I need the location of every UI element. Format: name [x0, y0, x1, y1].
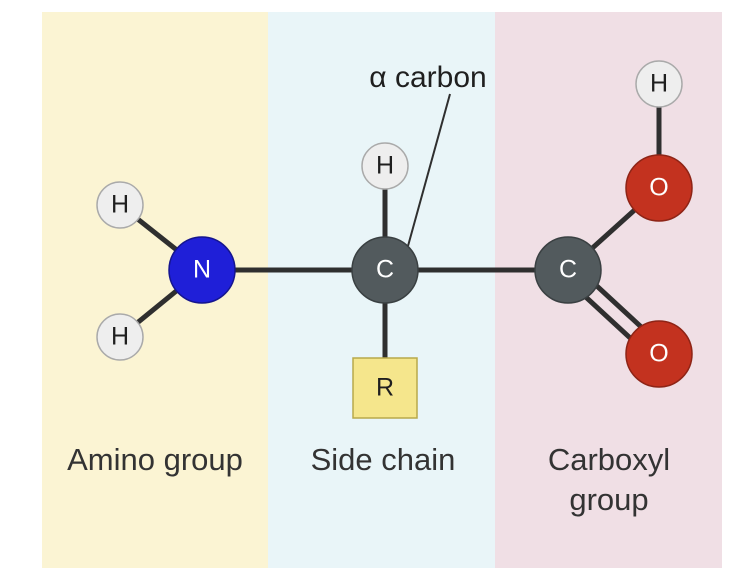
nitrogen-atom: N — [168, 236, 236, 304]
amino-group-region — [42, 12, 268, 568]
carboxyl-group-label-line-1: Carboxyl — [548, 442, 670, 477]
alpha-h-label: H — [376, 152, 394, 180]
hydroxyl-oxygen-label: O — [649, 174, 668, 202]
carboxyl-group-label-line-2: group — [569, 482, 648, 517]
alpha-carbon-atom: C — [351, 236, 419, 304]
r-group-box: R — [352, 357, 418, 419]
alpha-h-atom: H — [361, 142, 409, 190]
nitrogen-label: N — [193, 256, 211, 284]
r-group-label: R — [376, 374, 394, 402]
alpha-carbon-callout-line — [407, 93, 451, 247]
hydroxyl-h-label: H — [650, 70, 668, 98]
carboxyl-carbon-atom: C — [534, 236, 602, 304]
amino-group-label: Amino group — [67, 442, 243, 477]
carboxyl-carbon-label: C — [559, 256, 577, 284]
carbonyl-oxygen-atom: O — [625, 320, 693, 388]
hydroxyl-oxygen-atom: O — [625, 154, 693, 222]
amino-h-bottom-atom: H — [96, 313, 144, 361]
amino-h-top-atom: H — [96, 181, 144, 229]
side-chain-label: Side chain — [311, 442, 456, 477]
amino-h-top-label: H — [111, 191, 129, 219]
carbonyl-oxygen-label: O — [649, 340, 668, 368]
alpha-carbon-label: C — [376, 256, 394, 284]
hydroxyl-h-atom: H — [635, 60, 683, 108]
carboxyl-group-region — [495, 12, 722, 568]
alpha-carbon-callout-label: α carbon — [369, 61, 486, 94]
amino-h-bottom-label: H — [111, 323, 129, 351]
